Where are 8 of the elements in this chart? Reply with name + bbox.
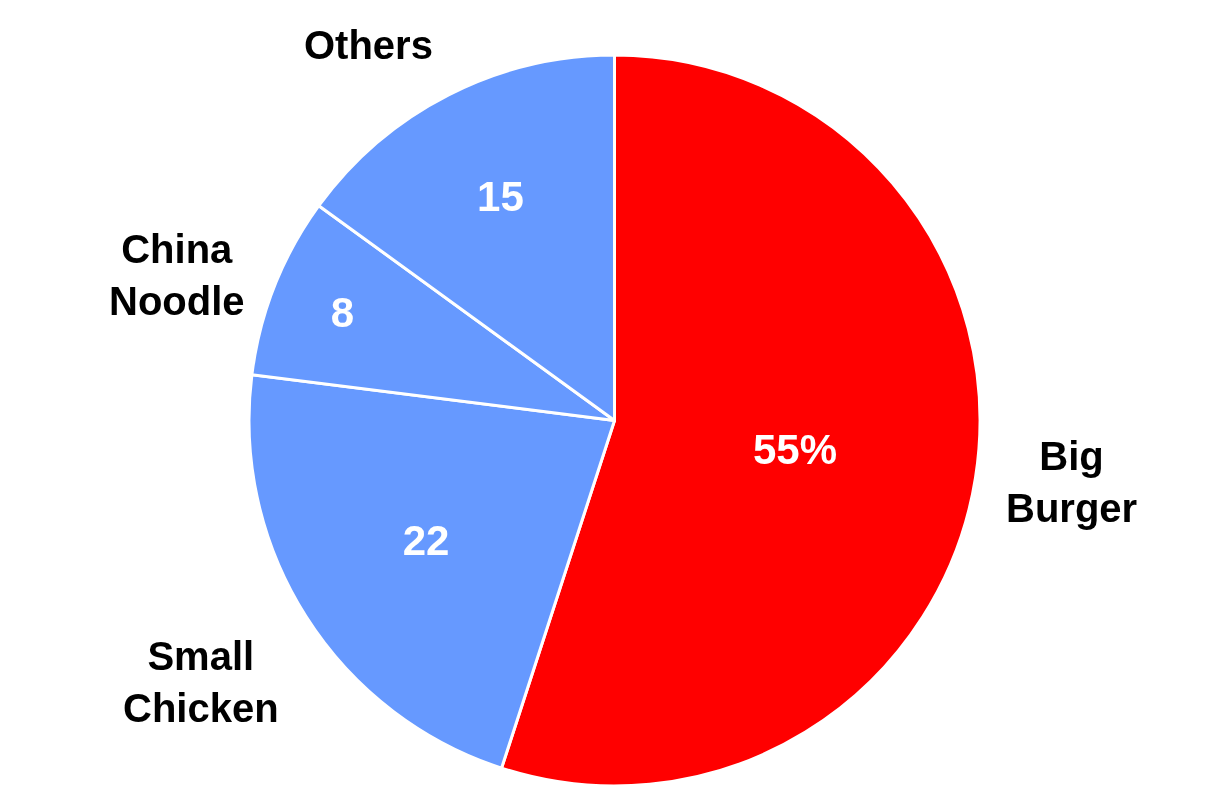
slice-label: Big Burger: [1006, 434, 1138, 530]
data-label: 8: [330, 289, 355, 337]
slice-label: Small Chicken: [123, 634, 279, 730]
slice-label: Others: [304, 23, 433, 67]
data-label: 22: [402, 516, 450, 564]
data-label: 15: [477, 173, 524, 221]
slice-label: China Noodle: [109, 227, 245, 323]
data-label: 55%: [752, 425, 838, 473]
